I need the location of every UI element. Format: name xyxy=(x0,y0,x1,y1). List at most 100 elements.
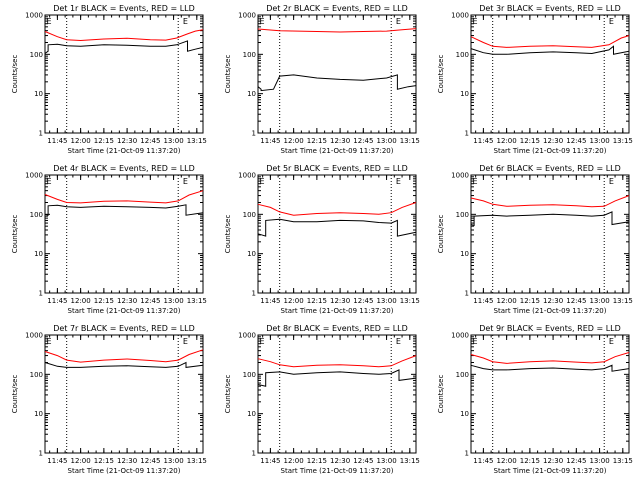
x-tick-label: 11:45 xyxy=(473,137,493,145)
x-tick-label: 12:30 xyxy=(330,297,350,305)
event-marker-label: E xyxy=(260,337,265,346)
x-tick-label: 13:00 xyxy=(589,297,609,305)
x-tick-label: 13:15 xyxy=(613,297,633,305)
x-axis-label: Start Time (21-Oct-09 11:37:20) xyxy=(281,307,394,315)
x-tick-label: 13:15 xyxy=(187,137,207,145)
x-tick-label: 11:45 xyxy=(473,297,493,305)
y-axis-label: Counts/sec xyxy=(437,215,445,254)
events-series-line xyxy=(470,364,630,372)
events-series-line xyxy=(257,369,417,387)
y-tick-label: 10 xyxy=(247,410,256,418)
y-axis-label: Counts/sec xyxy=(11,375,19,414)
panel-title: Det 6r BLACK = Events, RED = LLD xyxy=(479,164,621,173)
x-tick-label: 12:45 xyxy=(140,457,160,465)
y-tick-label: 100 xyxy=(30,211,43,219)
x-tick-label: 12:15 xyxy=(307,137,327,145)
y-tick-label: 100 xyxy=(456,211,469,219)
event-marker-label: E xyxy=(609,17,614,26)
x-tick-label: 12:00 xyxy=(284,297,304,305)
event-marker-label: E xyxy=(396,177,401,186)
y-tick-label: 1000 xyxy=(451,12,469,20)
lld-series-line xyxy=(257,355,417,368)
x-tick-label: 12:15 xyxy=(520,457,540,465)
y-tick-label: 100 xyxy=(30,51,43,59)
panel-title: Det 1r BLACK = Events, RED = LLD xyxy=(53,4,195,13)
detector-panel-3: Det 3r BLACK = Events, RED = LLD 1 10 100 10… xyxy=(437,4,633,155)
x-tick-label: 11:45 xyxy=(47,457,67,465)
panel-title: Det 5r BLACK = Events, RED = LLD xyxy=(266,164,408,173)
x-tick-label: 12:30 xyxy=(330,137,350,145)
x-tick-label: 11:45 xyxy=(260,137,280,145)
y-axis-label: Counts/sec xyxy=(224,215,232,254)
y-tick-label: 1 xyxy=(252,450,256,458)
y-tick-label: 1000 xyxy=(25,172,43,180)
x-tick-label: 11:45 xyxy=(47,137,67,145)
plot-frame xyxy=(44,174,204,294)
detector-panel-6: Det 6r BLACK = Events, RED = LLD 1 10 100 10… xyxy=(437,164,633,315)
y-tick-label: 1 xyxy=(39,450,43,458)
events-series-line xyxy=(470,211,630,227)
x-tick-label: 12:45 xyxy=(140,297,160,305)
x-tick-label: 12:15 xyxy=(307,457,327,465)
x-axis-label: Start Time (21-Oct-09 11:37:20) xyxy=(494,147,607,155)
detector-panel-5: Det 5r BLACK = Events, RED = LLD 1 10 100 10… xyxy=(224,164,420,315)
y-tick-label: 1 xyxy=(252,130,256,138)
y-tick-label: 10 xyxy=(34,90,43,98)
events-series-line xyxy=(44,40,204,54)
x-tick-label: 12:00 xyxy=(71,137,91,145)
x-tick-label: 13:00 xyxy=(376,137,396,145)
event-marker-label: E xyxy=(47,177,52,186)
y-tick-label: 1000 xyxy=(451,332,469,340)
event-marker-label: E xyxy=(47,337,52,346)
x-tick-label: 13:15 xyxy=(613,457,633,465)
y-axis-label: Counts/sec xyxy=(437,55,445,94)
panel-title: Det 7r BLACK = Events, RED = LLD xyxy=(53,324,195,333)
x-tick-label: 13:15 xyxy=(187,457,207,465)
lld-series-line xyxy=(257,202,417,216)
x-axis-label: Start Time (21-Oct-09 11:37:20) xyxy=(281,467,394,475)
x-axis-label: Start Time (21-Oct-09 11:37:20) xyxy=(494,467,607,475)
x-tick-label: 12:15 xyxy=(94,457,114,465)
plot-frame xyxy=(44,14,204,134)
x-tick-label: 13:00 xyxy=(376,457,396,465)
x-tick-label: 13:15 xyxy=(400,457,420,465)
lld-series-line xyxy=(470,195,630,208)
x-axis-label: Start Time (21-Oct-09 11:37:20) xyxy=(281,147,394,155)
y-tick-label: 100 xyxy=(456,51,469,59)
y-tick-label: 10 xyxy=(460,90,469,98)
plot-frame xyxy=(470,334,630,454)
event-marker-label: E xyxy=(473,177,478,186)
lld-series-line xyxy=(44,349,204,363)
panel-title: Det 8r BLACK = Events, RED = LLD xyxy=(266,324,408,333)
x-tick-label: 13:15 xyxy=(400,297,420,305)
x-tick-label: 13:15 xyxy=(613,137,633,145)
x-axis-label: Start Time (21-Oct-09 11:37:20) xyxy=(68,467,181,475)
events-series-line xyxy=(257,218,417,237)
y-tick-label: 1 xyxy=(465,130,469,138)
plot-frame xyxy=(44,334,204,454)
y-tick-label: 100 xyxy=(243,371,256,379)
x-axis-label: Start Time (21-Oct-09 11:37:20) xyxy=(68,147,181,155)
x-tick-label: 13:00 xyxy=(376,297,396,305)
x-tick-label: 12:15 xyxy=(94,137,114,145)
panel-title: Det 4r BLACK = Events, RED = LLD xyxy=(53,164,195,173)
event-marker-label: E xyxy=(396,17,401,26)
event-marker-label: E xyxy=(183,17,188,26)
y-axis-label: Counts/sec xyxy=(224,375,232,414)
y-tick-label: 1 xyxy=(252,290,256,298)
x-axis-label: Start Time (21-Oct-09 11:37:20) xyxy=(68,307,181,315)
detector-panel-8: Det 8r BLACK = Events, RED = LLD 1 10 100 10… xyxy=(224,324,420,475)
x-tick-label: 13:15 xyxy=(187,297,207,305)
x-tick-label: 11:45 xyxy=(260,457,280,465)
y-tick-label: 100 xyxy=(456,371,469,379)
y-tick-label: 100 xyxy=(243,51,256,59)
events-series-line xyxy=(470,45,630,55)
event-marker-label: E xyxy=(47,17,52,26)
y-tick-label: 10 xyxy=(34,410,43,418)
x-tick-label: 12:45 xyxy=(566,457,586,465)
y-tick-label: 1000 xyxy=(238,172,256,180)
y-axis-label: Counts/sec xyxy=(224,55,232,94)
detector-panel-4: Det 4r BLACK = Events, RED = LLD 1 10 100 10… xyxy=(11,164,207,315)
y-tick-label: 10 xyxy=(247,90,256,98)
x-tick-label: 12:45 xyxy=(353,137,373,145)
